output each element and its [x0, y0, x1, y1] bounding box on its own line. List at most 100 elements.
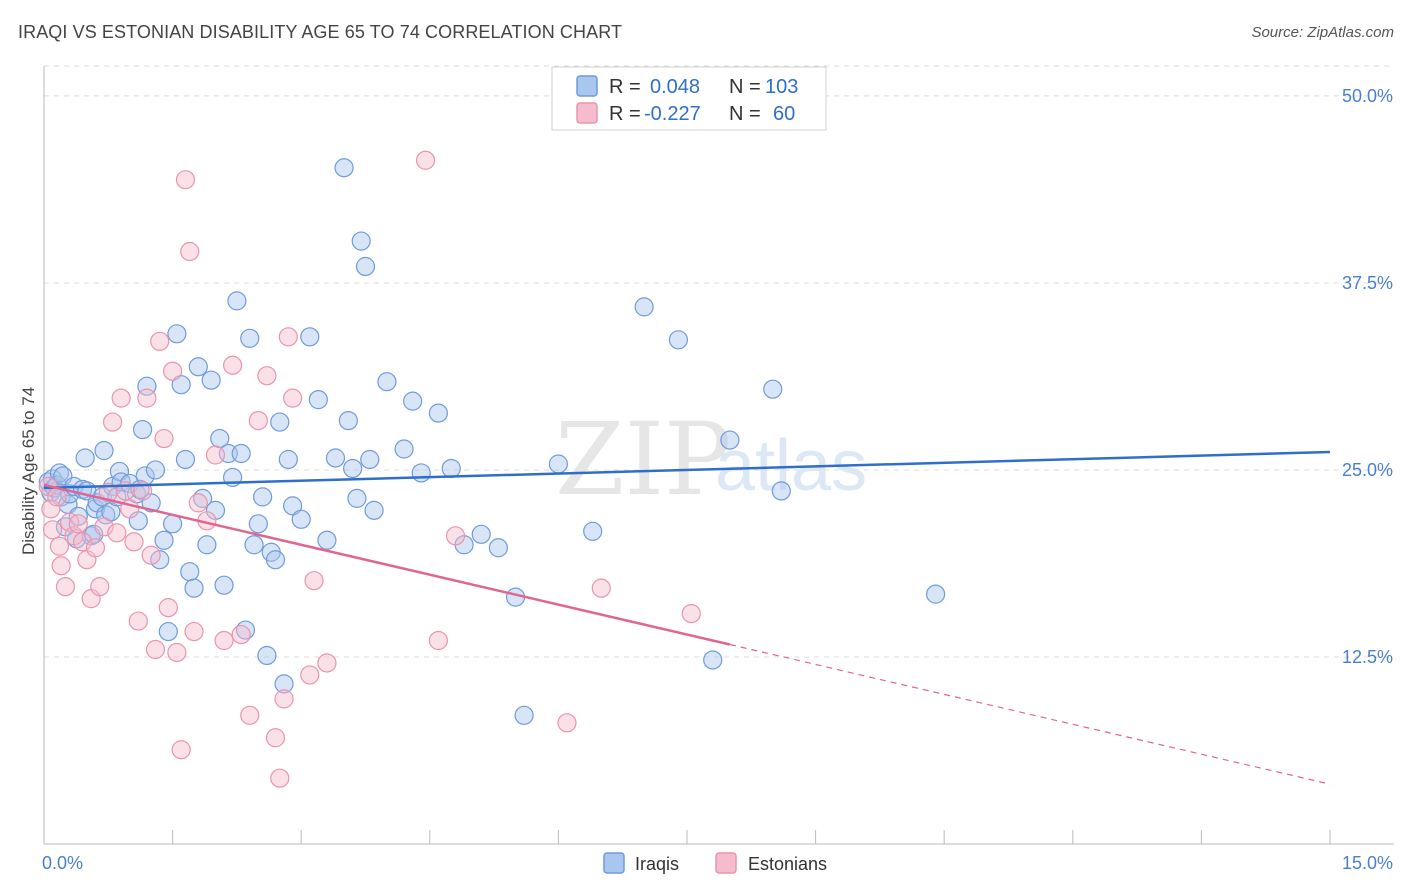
estonian-point-54: [415, 150, 436, 170]
estonian-point-13: [85, 538, 106, 558]
iraqi-point-15: [75, 448, 95, 468]
legend-estonian-r-value: -0.227: [644, 103, 701, 125]
iraqi-point-68: [278, 449, 298, 470]
iraqi-point-70: [291, 509, 311, 529]
iraqi-point-74: [325, 448, 346, 468]
legend-estonian-n-value: 60: [773, 103, 795, 125]
estonian-point-2: [42, 520, 63, 540]
iraqi-point-82: [364, 500, 384, 520]
estonian-point-42: [231, 624, 251, 645]
iraqi-point-98: [703, 650, 723, 670]
estonian-point-49: [278, 327, 298, 347]
iraqi-point-59: [240, 328, 260, 348]
estonian-point-41: [223, 355, 243, 375]
iraqi-point-38: [150, 550, 170, 570]
estonian-point-47: [270, 768, 290, 788]
iraqi-point-95: [583, 521, 603, 541]
iraqi-point-84: [394, 439, 414, 459]
iraqi-point-76: [338, 410, 358, 431]
iraqi-point-87: [428, 403, 448, 423]
estonian-point-32: [167, 642, 187, 663]
axes: [43, 66, 1394, 845]
legend-estonian-n-label: N =: [729, 103, 761, 125]
bottom-legend-iraqi-label: Iraqis: [635, 854, 679, 874]
estonian-point-53: [317, 653, 337, 673]
iraqi-point-90: [471, 524, 491, 544]
iraqi-point-93: [514, 705, 534, 725]
iraqi-point-40: [158, 621, 178, 642]
iraqi-point-37: [145, 460, 166, 480]
y-tick-label-2: 37.5%: [1342, 273, 1393, 293]
estonian-point-18: [107, 523, 127, 543]
estonian-point-43: [240, 705, 260, 725]
iraqi-point-77: [343, 458, 363, 479]
iraqi-point-86: [411, 463, 431, 483]
legend-estonian-r-label: R =: [609, 103, 641, 125]
estonian-point-57: [557, 713, 577, 733]
iraqi-point-56: [227, 291, 247, 311]
tick-labels: 12.5% 25.0% 37.5% 50.0% 0.0% 15.0%: [42, 86, 1393, 873]
iraqi-point-61: [248, 514, 268, 534]
iraqi-point-47: [188, 357, 208, 377]
iraqi-point-88: [441, 458, 461, 479]
estonian-point-17: [102, 412, 123, 432]
iraqi-point-102: [926, 584, 946, 604]
estonian-trend-line: [43, 483, 731, 646]
iraqi-point-101: [771, 481, 791, 501]
estonian-point-40: [214, 630, 234, 651]
estonian-point-29: [154, 428, 174, 449]
grid: [44, 65, 1394, 658]
iraqi-point-53: [214, 575, 234, 595]
iraqi-point-63: [257, 645, 277, 666]
estonian-point-46: [265, 728, 286, 748]
iraqi-point-94: [548, 454, 569, 474]
iraqi-point-57: [231, 443, 251, 464]
estonian-point-5: [51, 556, 71, 576]
legend-estonian-swatch: [576, 102, 598, 124]
legend-iraqi-r-value: 0.048: [650, 76, 700, 98]
estonian-point-16: [98, 482, 118, 503]
iraqi-point-69: [283, 496, 303, 516]
iraqi-point-66: [270, 412, 290, 432]
iraqi-point-97: [668, 330, 689, 350]
iraqi-point-23: [96, 505, 116, 525]
iraqi-point-22: [94, 440, 114, 461]
chart-title: IRAQI VS ESTONIAN DISABILITY AGE 65 TO 7…: [18, 22, 623, 42]
x-tick-label-1: 15.0%: [1342, 853, 1393, 873]
estonian-point-33: [171, 740, 191, 760]
estonian-point-1: [41, 499, 61, 519]
legend-iraqi-r-label: R =: [609, 76, 641, 98]
bottom-legend-estonian-label: Estonians: [748, 854, 827, 874]
iraqi-point-99: [720, 430, 740, 450]
estonian-point-50: [283, 388, 303, 408]
iraqi-points: [38, 158, 946, 725]
estonian-point-26: [141, 545, 161, 565]
estonian-point-36: [184, 621, 204, 642]
iraqi-point-45: [180, 562, 200, 582]
estonian-point-4: [49, 536, 70, 556]
y-tick-label-3: 50.0%: [1342, 86, 1393, 106]
estonian-point-25: [137, 388, 157, 408]
iraqi-point-78: [347, 488, 367, 508]
legend-bottom: Iraqis Estonians: [603, 852, 827, 874]
iraqi-point-83: [377, 372, 397, 392]
estonian-points: [38, 150, 701, 788]
estonian-point-34: [175, 170, 196, 190]
iraqi-point-80: [355, 256, 376, 277]
estonian-point-56: [445, 526, 466, 546]
iraqi-point-60: [244, 535, 264, 555]
estonian-point-51: [300, 665, 320, 685]
iraqi-point-43: [171, 375, 191, 395]
iraqi-point-73: [317, 530, 337, 550]
estonian-point-23: [128, 611, 148, 631]
iraqi-point-49: [197, 535, 217, 555]
estonian-point-37: [188, 493, 208, 513]
iraqi-point-85: [403, 391, 423, 411]
iraqi-point-50: [201, 370, 221, 390]
iraqi-point-79: [351, 231, 371, 251]
iraqi-point-42: [167, 324, 187, 344]
legend-top: R = 0.048 N = 103 R = -0.227 N = 60: [551, 66, 827, 131]
iraqi-point-72: [308, 390, 328, 410]
watermark-zip: ZIP: [555, 401, 731, 518]
